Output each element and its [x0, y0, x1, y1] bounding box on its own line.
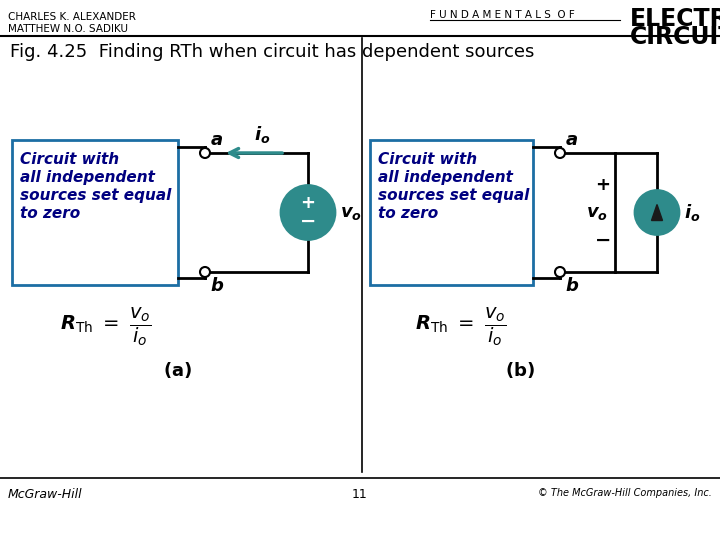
Text: to zero: to zero — [20, 206, 80, 221]
Text: +: + — [300, 194, 315, 213]
Text: F U N D A M E N T A L S  O F: F U N D A M E N T A L S O F — [430, 10, 575, 20]
Text: all independent: all independent — [378, 170, 513, 185]
Text: $\boldsymbol{b}$: $\boldsymbol{b}$ — [565, 277, 579, 295]
Text: $\boldsymbol{v}_{\boldsymbol{o}}$: $\boldsymbol{v}_{\boldsymbol{o}}$ — [586, 204, 608, 221]
Text: $\boldsymbol{v}_{\boldsymbol{o}}$: $\boldsymbol{v}_{\boldsymbol{o}}$ — [340, 204, 362, 221]
Text: $\boldsymbol{i}_{\boldsymbol{o}}$: $\boldsymbol{i}_{\boldsymbol{o}}$ — [253, 124, 270, 145]
Circle shape — [200, 148, 210, 158]
Text: CHARLES K. ALEXANDER: CHARLES K. ALEXANDER — [8, 12, 136, 22]
Text: 11: 11 — [352, 488, 368, 501]
Circle shape — [200, 267, 210, 277]
Text: ELECTRIC: ELECTRIC — [630, 7, 720, 31]
Text: Circuit with: Circuit with — [378, 152, 477, 167]
Text: to zero: to zero — [378, 206, 438, 221]
Text: $\boldsymbol{b}$: $\boldsymbol{b}$ — [210, 277, 224, 295]
Text: © The McGraw-Hill Companies, Inc.: © The McGraw-Hill Companies, Inc. — [538, 488, 712, 498]
Text: McGraw-Hill: McGraw-Hill — [8, 488, 83, 501]
Text: $\boldsymbol{a}$: $\boldsymbol{a}$ — [565, 131, 578, 149]
Text: −: − — [595, 231, 611, 250]
Text: +: + — [595, 176, 611, 193]
Text: $\boldsymbol{R}_{\rm Th}\ =\ \dfrac{\boldsymbol{v_o}}{\boldsymbol{i_o}}$: $\boldsymbol{R}_{\rm Th}\ =\ \dfrac{\bol… — [415, 305, 507, 348]
Text: $\mathbf{(a)}$: $\mathbf{(a)}$ — [163, 360, 192, 380]
Text: all independent: all independent — [20, 170, 155, 185]
Bar — [370, 140, 533, 285]
Circle shape — [555, 148, 565, 158]
Text: −: − — [300, 212, 316, 231]
Circle shape — [555, 267, 565, 277]
Text: sources set equal: sources set equal — [378, 188, 529, 203]
Text: $\boldsymbol{a}$: $\boldsymbol{a}$ — [210, 131, 223, 149]
Bar — [12, 140, 178, 285]
Text: $\boldsymbol{i}_{\boldsymbol{o}}$: $\boldsymbol{i}_{\boldsymbol{o}}$ — [684, 202, 701, 223]
Circle shape — [635, 191, 679, 234]
Text: MATTHEW N.O. SADIKU: MATTHEW N.O. SADIKU — [8, 24, 128, 34]
Text: $\boldsymbol{R}_{\rm Th}\ =\ \dfrac{\boldsymbol{v_o}}{\boldsymbol{i_o}}$: $\boldsymbol{R}_{\rm Th}\ =\ \dfrac{\bol… — [60, 305, 152, 348]
Text: CIRCUITS: CIRCUITS — [630, 25, 720, 49]
Circle shape — [281, 186, 335, 240]
Text: $\mathbf{(b)}$: $\mathbf{(b)}$ — [505, 360, 535, 380]
Polygon shape — [652, 205, 662, 220]
Text: Fig. 4.25  Finding RTh when circuit has dependent sources: Fig. 4.25 Finding RTh when circuit has d… — [10, 43, 534, 61]
Text: sources set equal: sources set equal — [20, 188, 171, 203]
Text: Circuit with: Circuit with — [20, 152, 119, 167]
